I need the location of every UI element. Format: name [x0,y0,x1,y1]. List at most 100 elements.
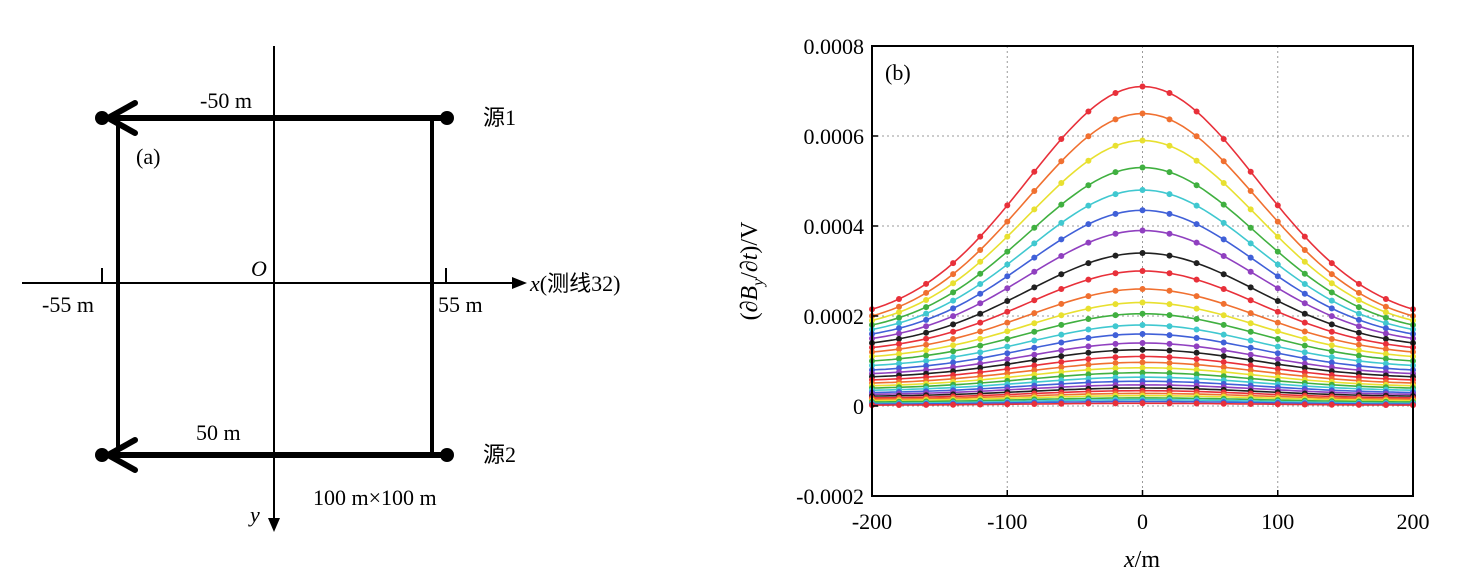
b-series-point [1193,366,1200,373]
b-series-point [1085,202,1092,209]
b-series [869,340,1416,377]
b-series-point [1355,341,1362,348]
b-series-point [1139,369,1146,376]
b-series-point [1139,227,1146,234]
b-series-point [1085,343,1092,350]
b-series-point [1031,168,1038,175]
b-series-point [1139,353,1146,360]
b-series-point [1166,354,1173,361]
b-series-point [977,233,984,240]
b-series-point [1139,83,1146,90]
b-series-point [1085,400,1092,407]
b-series-point [923,304,930,311]
b-series-point [1247,188,1254,194]
b-series-point [1220,236,1227,243]
b-series [869,286,1416,355]
b-series-point [1274,328,1281,335]
b-series-point [1112,360,1119,366]
b-series-point [1004,298,1011,304]
b-series-point [1247,268,1254,275]
b-series-point [977,328,984,335]
b-series-point [1193,371,1200,378]
b-series-point [977,360,984,367]
b-series-point [1004,248,1011,255]
panel-b: -200 -100 0 100 200 -0.0002 0 0.0002 0.0004 0.000… [737,34,1430,573]
b-series-point [1058,347,1065,354]
b-series-point [1220,253,1227,259]
b-series-point [1139,250,1146,256]
b-series-point [977,355,984,362]
b-series-point [1112,323,1119,330]
b-series [869,268,1416,351]
b-series-point [1139,286,1146,292]
b-series-point [1193,108,1200,115]
b-series-point [1301,335,1308,342]
b-series-point [923,347,930,354]
b-series-point [896,346,902,353]
b-series-point [1274,350,1281,357]
b-series [869,227,1416,342]
b-series-point [1301,319,1308,326]
b-series-point [896,325,902,332]
b-series-point [1355,347,1362,354]
b-series-point [1112,347,1119,354]
b-series-point [1031,351,1038,358]
b-series-point [1328,328,1335,335]
b-series-point [1139,110,1146,117]
b-series-point [950,354,957,361]
b-y-label-partial1: ∂ [737,301,763,313]
b-series-point [923,335,930,342]
b-series-point [1328,336,1335,342]
b-series-point [1382,402,1389,408]
b-x-axis-label: x/m [1123,547,1160,573]
b-series-point [1274,233,1281,240]
b-series-point [1220,347,1227,354]
b-series-point [1004,218,1011,225]
b-series-point [896,330,902,337]
b-series-point [1139,374,1146,381]
b-series-point [977,349,984,356]
b-series-point [1301,310,1308,317]
b-series-point [1328,271,1335,278]
b-series-point [923,297,930,303]
b-series-point [1139,331,1146,337]
b-series-point [896,303,902,310]
b-y-tick-label: 0.0008 [804,34,865,59]
b-series-point [1193,400,1200,407]
b-series-point [1166,332,1173,339]
b-panel-label: (b) [885,60,911,85]
b-series-point [1139,137,1146,144]
a-source1-label: 源1 [483,105,516,130]
b-series-point [1085,305,1092,312]
b-series-point [1166,169,1173,176]
b-y-tick-label: -0.0002 [796,484,864,509]
b-series-point [1301,300,1308,307]
b-x-tick-label: 0 [1137,509,1148,534]
b-series-point [1328,354,1335,361]
b-series-point [950,348,957,355]
b-series-point [1274,308,1281,315]
b-y-axis-label: (∂By/∂t)/V [737,221,767,321]
b-series-point [1247,362,1254,369]
b-series-point [1058,286,1065,292]
b-series-point [1031,328,1038,335]
b-series-point [1031,188,1038,194]
b-series-point [1301,328,1308,335]
b-series-point [1220,271,1227,278]
b-series-point [1004,343,1011,350]
b-series-point [977,258,984,265]
b-series-point [1193,356,1200,363]
b-series-point [1382,303,1389,310]
b-series-point [923,352,930,359]
b-series-point [1382,314,1389,321]
b-series-point [923,329,930,336]
b-series-point [1382,296,1389,302]
b-series-point [1328,289,1335,296]
b-series-point [977,247,984,253]
b-series-point [1085,260,1092,267]
b-series-point [1220,369,1227,375]
a-tick-right-label: 55 m [438,292,483,317]
b-series-point [1301,270,1308,277]
b-series-point [1031,240,1038,247]
b-series-point [1112,400,1119,407]
